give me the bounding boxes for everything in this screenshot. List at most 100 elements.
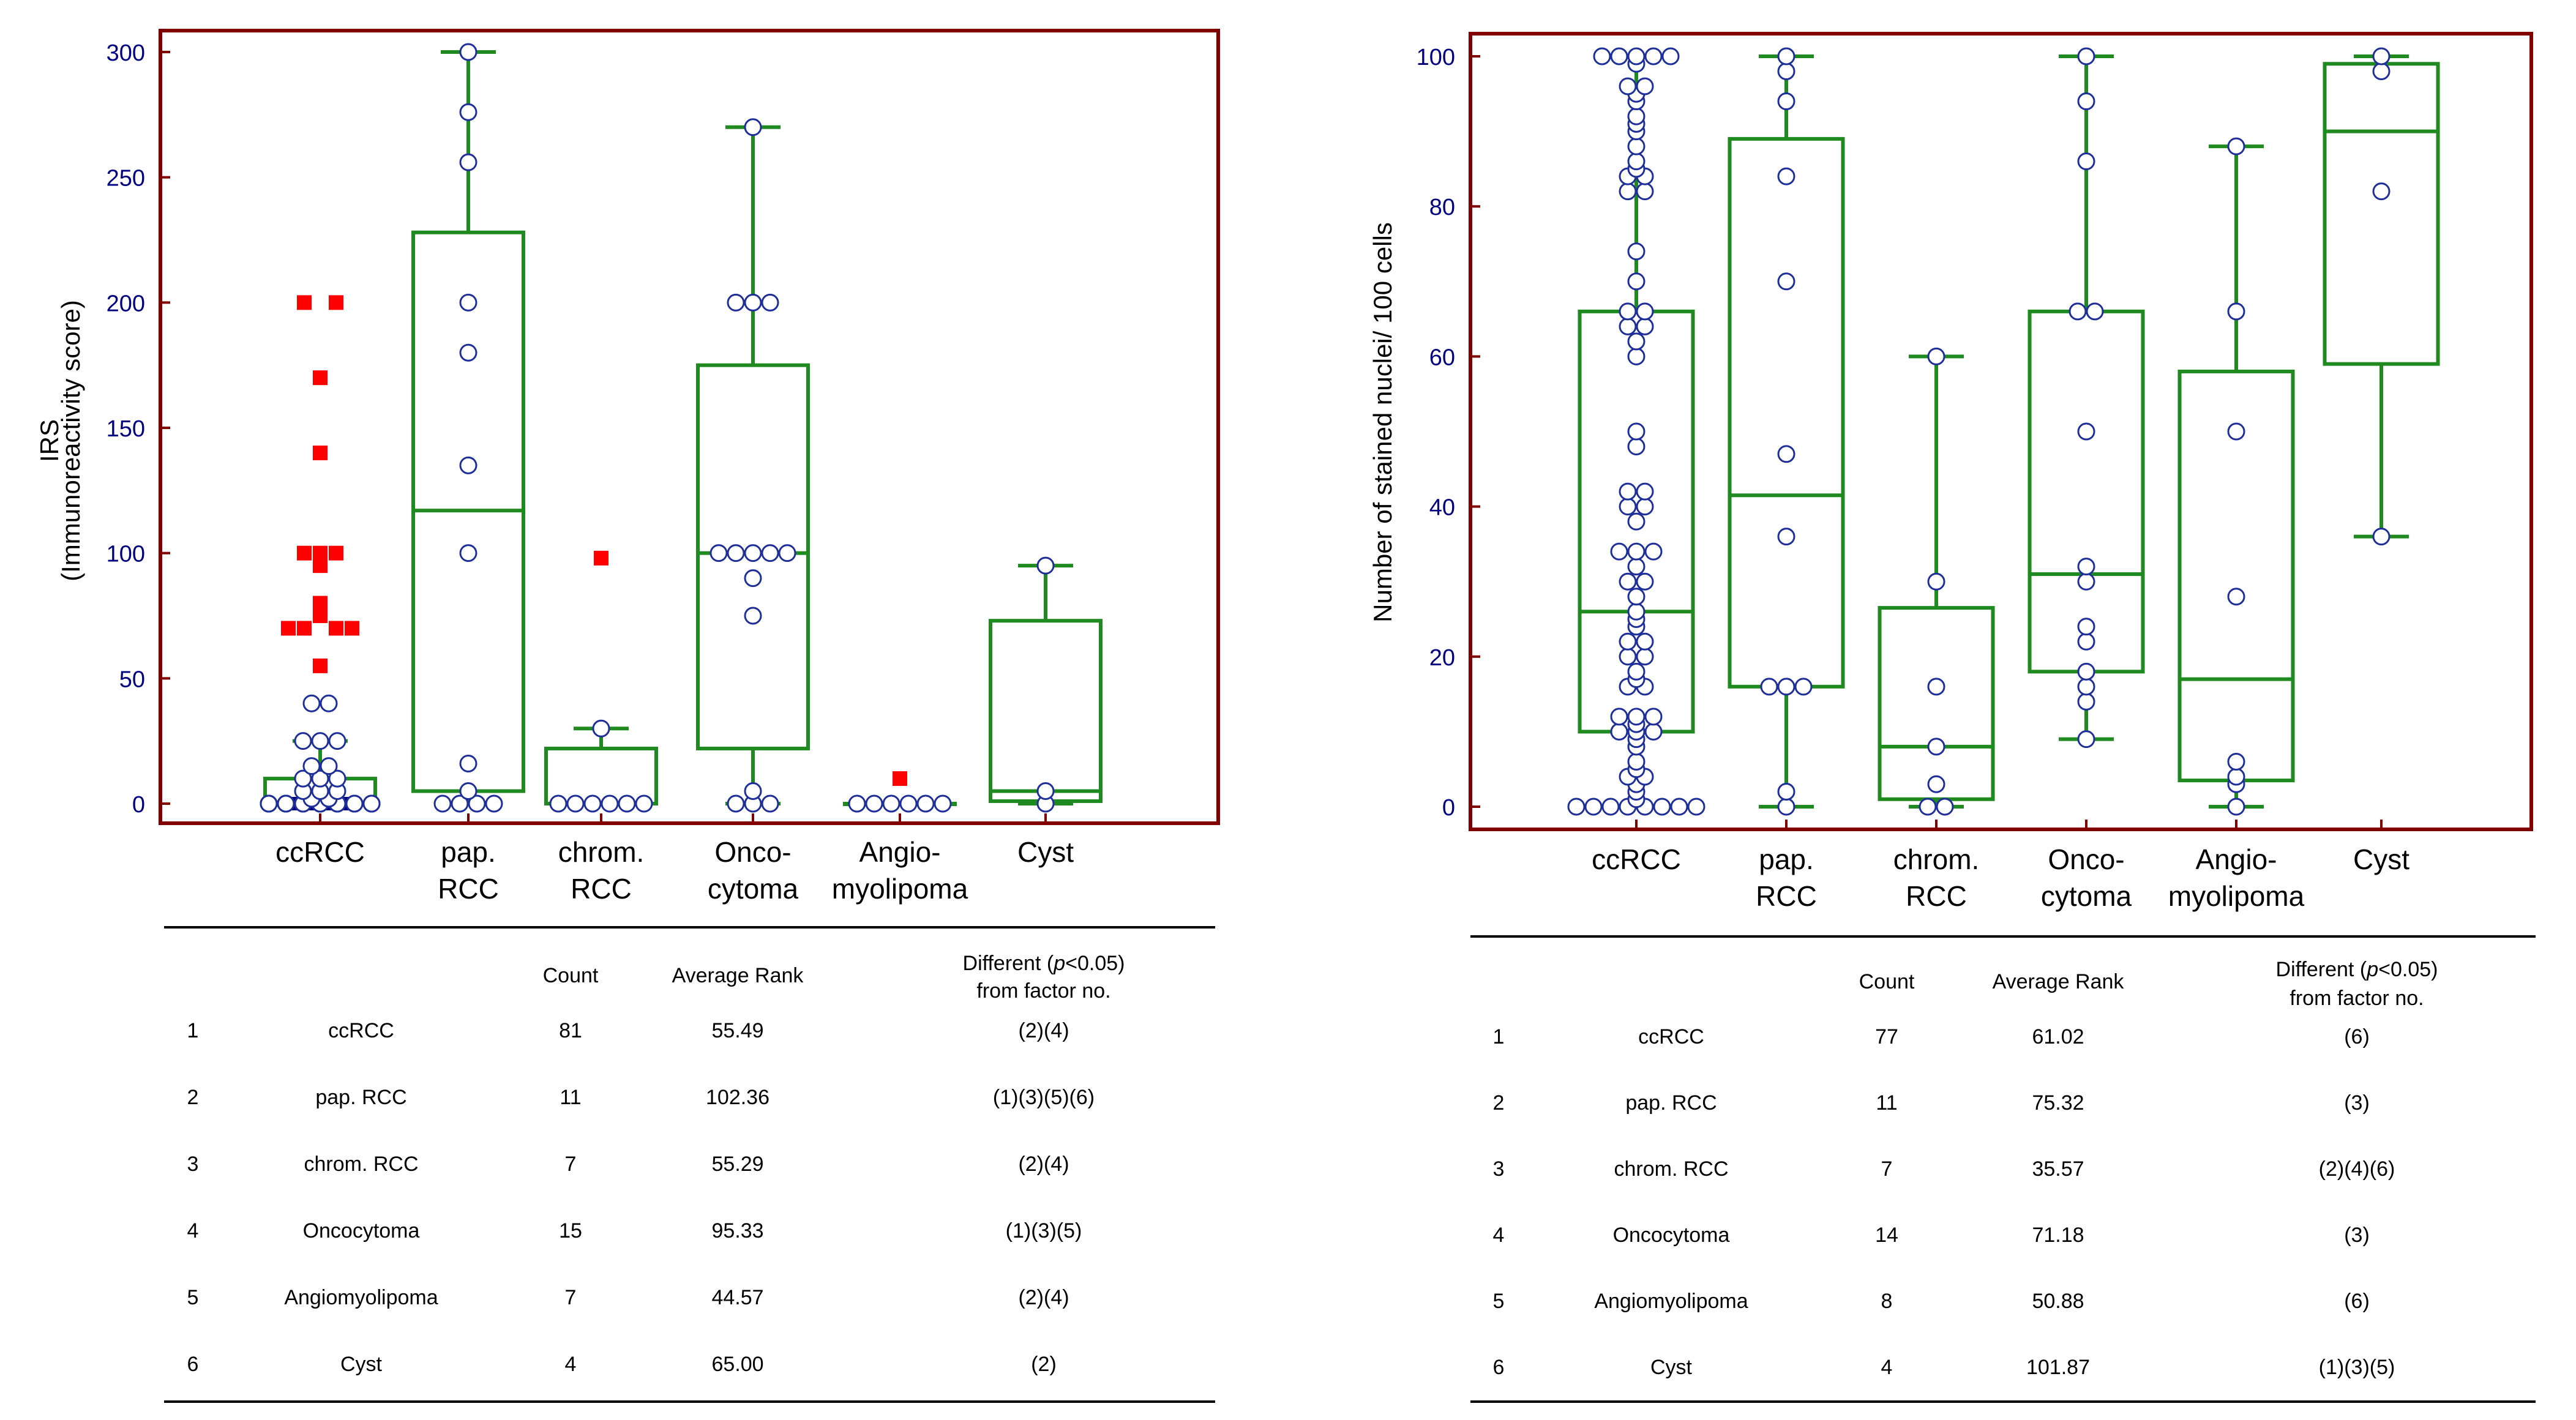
data-point [2372,47,2391,65]
data-point [1636,648,1654,666]
data-point [459,544,477,562]
data-point [451,794,469,813]
data-point [260,794,278,813]
data-point [1919,798,1937,816]
header-different: Different (p<0.05) [2276,958,2438,981]
data-point [727,794,745,813]
row-count: 4 [565,1353,577,1376]
y-tick-label: 80 [1429,195,1455,220]
category-label: myolipoma [2168,880,2305,912]
y-axis-label: Number of stained nuclei/ 100 cells [1368,222,1397,622]
data-point [1627,512,1646,531]
row-different-from: (2) [1031,1353,1057,1376]
category-label: myolipoma [832,873,968,905]
row-count: 7 [565,1153,577,1176]
data-point [2077,678,2095,696]
data-point [1777,272,1795,291]
data-point [1777,528,1795,546]
data-point [761,293,779,312]
data-point [1627,542,1646,561]
irs-boxplot-panel: 0 50 100 150 200 250 300 IRS(Immunoreactivity s… [35,29,1220,905]
data-point [1619,77,1637,95]
data-point [1619,498,1637,516]
row-number: 4 [1493,1224,1505,1247]
row-group-name: ccRCC [328,1019,394,1042]
data-point [485,794,503,813]
data-point [1627,137,1646,155]
data-point [468,794,486,813]
category-label: cytoma [2041,880,2132,912]
row-count: 7 [565,1286,577,1309]
data-point [2077,92,2095,111]
row-number: 2 [1493,1091,1505,1115]
category-label: ccRCC [275,836,365,868]
row-number: 2 [187,1086,199,1109]
data-point [761,544,779,562]
data-point [1661,47,1680,65]
data-point [882,794,900,813]
data-point [2372,182,2391,201]
row-number: 1 [187,1019,199,1042]
outlier-marker [594,550,608,566]
row-different-from: (2)(4) [1018,1153,1069,1176]
y-tick-label: 60 [1429,345,1455,370]
outlier-marker [313,658,328,673]
outlier-marker [313,596,328,611]
data-point [1627,422,1646,441]
data-point [1619,572,1637,591]
box-iqr [2027,309,2145,674]
data-point [899,794,918,813]
y-tick-label: 0 [132,792,145,818]
row-count: 77 [1875,1025,1898,1048]
y-axis-label-sub: (Immunoreactivity score) [56,300,85,581]
category-label: Onco- [2048,843,2124,875]
data-point [1777,445,1795,463]
data-point [459,456,477,474]
row-group-name: Oncocytoma [1613,1224,1730,1247]
row-group-name: chrom. RCC [1614,1157,1728,1181]
y-tick-label: 40 [1429,495,1455,521]
data-point [1927,738,1945,756]
data-point [744,569,762,588]
data-point [2372,62,2391,81]
outlier-marker [281,621,296,636]
row-average-rank: 61.02 [2032,1025,2084,1048]
data-point [328,769,346,788]
data-point [1636,572,1654,591]
category-label: pap. [1759,843,1814,875]
box-iqr [696,363,810,750]
data-point [1644,708,1663,726]
row-different-from: (6) [2344,1290,2370,1313]
outlier-marker [297,545,312,561]
row-number: 6 [187,1353,199,1376]
data-point [1619,648,1637,666]
data-point [2227,137,2245,155]
row-average-rank: 35.57 [2032,1157,2084,1181]
data-point [1627,242,1646,261]
data-point [2077,47,2095,65]
data-point [2227,422,2245,441]
data-point [1619,632,1637,651]
data-point [744,293,762,312]
data-point [328,732,346,750]
data-point [1627,332,1646,351]
header-different: Different (p<0.05) [963,952,1125,975]
data-point [2069,302,2087,321]
data-point [2227,798,2245,816]
data-point [1567,798,1586,816]
row-group-name: pap. RCC [1625,1091,1717,1115]
row-group-name: ccRCC [1638,1025,1704,1048]
data-point [1777,167,1795,185]
category-label: Cyst [2353,843,2409,875]
row-average-rank: 71.18 [2032,1224,2084,1247]
data-point [1619,182,1637,201]
row-group-name: Cyst [1650,1356,1693,1379]
data-point [1593,47,1611,65]
data-point [848,794,866,813]
row-average-rank: 50.88 [2032,1290,2084,1313]
data-point [362,794,381,813]
outlier-marker [297,621,312,636]
data-point [865,794,883,813]
data-point [433,794,452,813]
data-point [744,544,762,562]
